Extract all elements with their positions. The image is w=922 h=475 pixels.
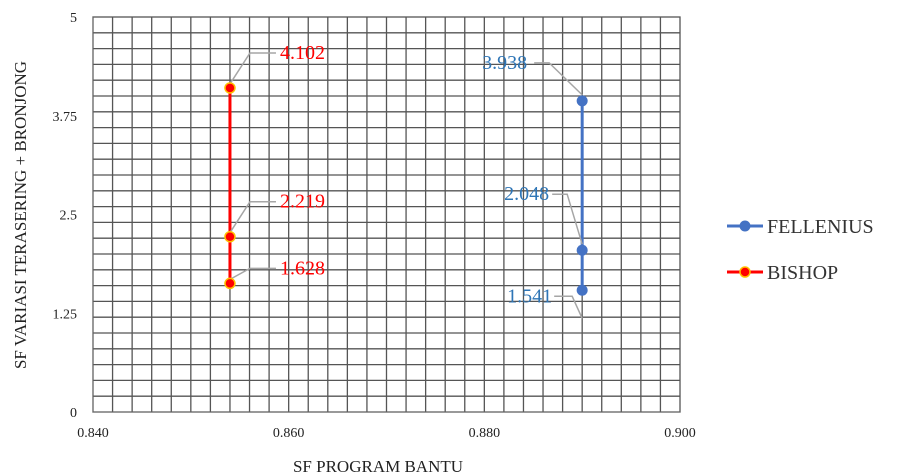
x-tick-label: 0.880	[469, 426, 501, 441]
legend-marker	[739, 266, 751, 278]
data-label: 3.938	[482, 52, 527, 74]
leader-line	[229, 200, 276, 234]
legend-marker	[739, 220, 751, 232]
data-point	[224, 277, 236, 290]
x-tick-label: 0.860	[273, 426, 305, 441]
y-tick-label: 1.25	[53, 307, 78, 322]
leader-line	[229, 52, 276, 85]
leader-line	[534, 62, 583, 96]
series-group: 3.938 2.048 1.541 4.102 2.219 1.628	[224, 42, 588, 319]
x-tick-label: 0.900	[664, 426, 696, 441]
y-tick-label: 2.5	[60, 209, 78, 224]
y-tick-label: 0	[70, 406, 77, 421]
data-label: 2.048	[504, 183, 549, 205]
legend-item-bishop: BISHOP	[727, 262, 838, 284]
series-bishop: 4.102 2.219 1.628	[224, 42, 325, 290]
leader-line	[552, 193, 583, 245]
grid	[92, 16, 681, 413]
data-point	[576, 244, 588, 256]
data-point	[576, 95, 588, 107]
data-label: 2.219	[280, 191, 325, 213]
x-axis-title: SF PROGRAM BANTU	[293, 457, 463, 475]
legend: FELLENIUS BISHOP	[727, 216, 874, 284]
axes	[92, 17, 680, 413]
data-point	[576, 284, 588, 296]
data-label: 1.628	[280, 257, 325, 279]
series-fellenius: 3.938 2.048 1.541	[482, 52, 588, 319]
legend-label: FELLENIUS	[767, 216, 874, 238]
y-tick-labels: 0 1.25 2.5 3.75 5	[53, 11, 78, 421]
y-tick-label: 5	[70, 11, 77, 26]
legend-label: BISHOP	[767, 262, 838, 284]
leader-line	[229, 267, 276, 281]
legend-item-fellenius: FELLENIUS	[727, 216, 874, 238]
x-tick-label: 0.840	[77, 426, 109, 441]
x-tick-labels: 0.840 0.860 0.880 0.900	[77, 426, 696, 441]
data-label: 1.541	[507, 285, 552, 307]
y-axis-title: SF VARIASI TERASERING + BRONJONG	[11, 61, 30, 369]
data-label: 4.102	[280, 42, 325, 64]
y-tick-label: 3.75	[53, 110, 78, 125]
leader-line	[554, 295, 583, 319]
data-point	[224, 82, 236, 94]
data-point	[224, 230, 236, 243]
